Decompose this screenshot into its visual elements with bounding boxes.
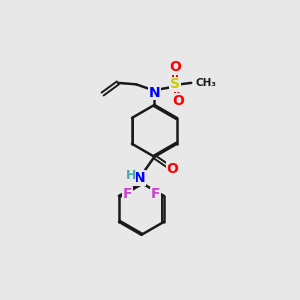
Text: H: H (126, 169, 136, 182)
Text: N: N (148, 85, 160, 100)
Text: CH₃: CH₃ (196, 78, 217, 88)
Text: F: F (151, 188, 160, 202)
Text: F: F (122, 188, 132, 202)
Text: O: O (172, 94, 184, 108)
Text: O: O (167, 162, 178, 176)
Text: N: N (133, 171, 145, 185)
Text: S: S (170, 77, 180, 91)
Text: O: O (169, 60, 181, 74)
